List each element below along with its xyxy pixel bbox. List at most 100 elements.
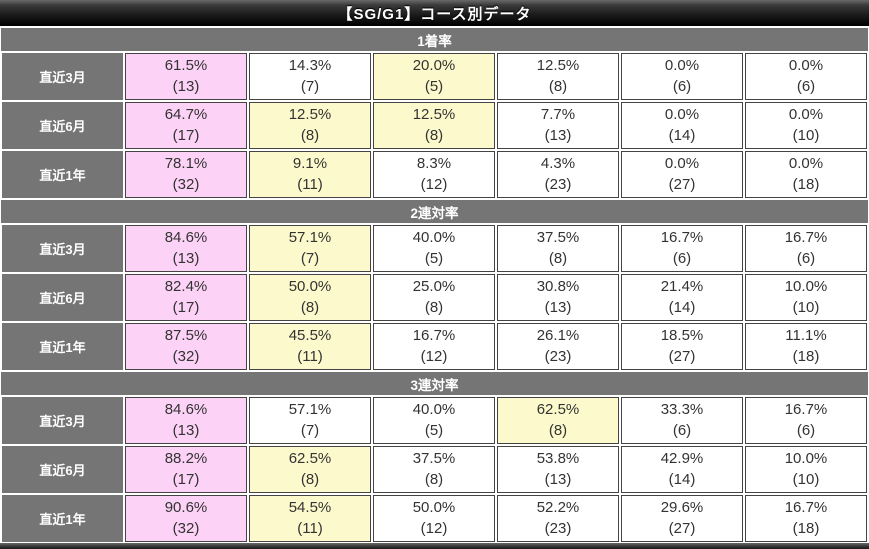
percent-value: 30.8% — [536, 278, 580, 296]
table-row: 直近6月 64.7% (17) 12.5% (8) 12.5% (8) 7.7% (13) 0.0… — [2, 102, 867, 149]
percent-value: 84.6% — [164, 229, 208, 247]
percent-value: 26.1% — [536, 327, 580, 345]
percent-value: 16.7% — [784, 499, 828, 517]
table-row: 直近1年 78.1% (32) 9.1% (11) 8.3% (12) 4.3% (23) 0.0… — [2, 151, 867, 198]
sample-count: (11) — [297, 519, 323, 537]
percent-value: 0.0% — [788, 57, 824, 75]
percent-value: 82.4% — [164, 278, 208, 296]
percent-value: 54.5% — [288, 499, 332, 517]
sample-count: (32) — [172, 175, 200, 193]
row-label: 直近6月 — [2, 274, 123, 321]
data-cell: 62.5% (8) — [249, 446, 371, 493]
data-cell: 0.0% (18) — [745, 151, 867, 198]
table-row: 直近3月 84.6% (13) 57.1% (7) 40.0% (5) 37.5% (8) 16.… — [2, 225, 867, 272]
page-title: 【SG/G1】コース別データ — [337, 5, 532, 23]
data-cell: 11.1% (18) — [745, 323, 867, 370]
sample-count: (6) — [672, 77, 692, 95]
sample-count: (13) — [544, 470, 572, 488]
percent-value: 25.0% — [412, 278, 456, 296]
percent-value: 12.5% — [536, 57, 580, 75]
percent-value: 16.7% — [412, 327, 456, 345]
data-cell: 16.7% (12) — [373, 323, 495, 370]
sample-count: (32) — [172, 519, 200, 537]
data-cell: 84.6% (13) — [125, 397, 247, 444]
data-cell: 62.5% (8) — [497, 397, 619, 444]
sample-count: (8) — [300, 298, 320, 316]
data-cell: 10.0% (10) — [745, 274, 867, 321]
percent-value: 78.1% — [164, 155, 208, 173]
data-cell: 87.5% (32) — [125, 323, 247, 370]
percent-value: 9.1% — [292, 155, 328, 173]
sample-count: (18) — [792, 175, 820, 193]
percent-value: 14.3% — [288, 57, 332, 75]
percent-value: 50.0% — [412, 499, 456, 517]
data-cell: 10.0% (10) — [745, 446, 867, 493]
table-row: 直近1年 87.5% (32) 45.5% (11) 16.7% (12) 26.1% (23)… — [2, 323, 867, 370]
data-cell: 78.1% (32) — [125, 151, 247, 198]
data-cell: 40.0% (5) — [373, 397, 495, 444]
percent-value: 0.0% — [788, 106, 824, 124]
percent-value: 16.7% — [784, 229, 828, 247]
sample-count: (8) — [548, 249, 568, 267]
data-cell: 0.0% (6) — [745, 53, 867, 100]
sample-count: (7) — [300, 77, 320, 95]
sample-count: (8) — [424, 470, 444, 488]
percent-value: 50.0% — [288, 278, 332, 296]
table-row: 直近1年 90.6% (32) 54.5% (11) 50.0% (12) 52.2% (23)… — [2, 495, 867, 542]
data-cell: 4.3% (23) — [497, 151, 619, 198]
data-cell: 53.8% (13) — [497, 446, 619, 493]
data-cell: 45.5% (11) — [249, 323, 371, 370]
sample-count: (12) — [420, 519, 448, 537]
sample-count: (5) — [424, 77, 444, 95]
sample-count: (5) — [424, 421, 444, 439]
row-label: 直近3月 — [2, 397, 123, 444]
data-cell: 82.4% (17) — [125, 274, 247, 321]
percent-value: 37.5% — [536, 229, 580, 247]
sample-count: (14) — [668, 298, 696, 316]
sample-count: (6) — [796, 77, 816, 95]
sample-count: (8) — [548, 421, 568, 439]
sample-count: (17) — [172, 126, 200, 144]
sample-count: (6) — [672, 249, 692, 267]
data-cell: 7.7% (13) — [497, 102, 619, 149]
next-section-title-bar-partial — [0, 543, 869, 549]
sample-count: (23) — [544, 519, 572, 537]
sample-count: (6) — [796, 421, 816, 439]
section-header: 1着率 — [1, 28, 868, 51]
page-title-bar: 【SG/G1】コース別データ — [0, 0, 869, 26]
data-cell: 50.0% (12) — [373, 495, 495, 542]
data-cell: 12.5% (8) — [249, 102, 371, 149]
sample-count: (11) — [297, 347, 323, 365]
sample-count: (13) — [544, 126, 572, 144]
percent-value: 87.5% — [164, 327, 208, 345]
data-cell: 57.1% (7) — [249, 225, 371, 272]
percent-value: 57.1% — [288, 229, 332, 247]
sample-count: (27) — [668, 519, 696, 537]
sample-count: (14) — [668, 126, 696, 144]
percent-value: 29.6% — [660, 499, 704, 517]
sample-count: (18) — [792, 347, 820, 365]
data-cell: 16.7% (6) — [745, 225, 867, 272]
data-cell: 33.3% (6) — [621, 397, 743, 444]
percent-value: 4.3% — [540, 155, 576, 173]
data-cell: 0.0% (14) — [621, 102, 743, 149]
row-label: 直近3月 — [2, 53, 123, 100]
percent-value: 84.6% — [164, 401, 208, 419]
sample-count: (14) — [668, 470, 696, 488]
data-cell: 30.8% (13) — [497, 274, 619, 321]
percent-value: 33.3% — [660, 401, 704, 419]
table-row: 直近3月 84.6% (13) 57.1% (7) 40.0% (5) 62.5% (8) 33.… — [2, 397, 867, 444]
section-win-rate: 1着率 直近3月 61.5% (13) 14.3% (7) 20.0% (5) 12.5% (8… — [0, 28, 869, 200]
percent-value: 90.6% — [164, 499, 208, 517]
data-cell: 40.0% (5) — [373, 225, 495, 272]
data-cell: 42.9% (14) — [621, 446, 743, 493]
data-cell: 16.7% (18) — [745, 495, 867, 542]
row-label: 直近1年 — [2, 323, 123, 370]
row-label: 直近6月 — [2, 446, 123, 493]
row-label: 直近1年 — [2, 151, 123, 198]
sample-count: (13) — [544, 298, 572, 316]
sample-count: (6) — [672, 421, 692, 439]
sample-count: (13) — [172, 249, 200, 267]
percent-value: 64.7% — [164, 106, 208, 124]
